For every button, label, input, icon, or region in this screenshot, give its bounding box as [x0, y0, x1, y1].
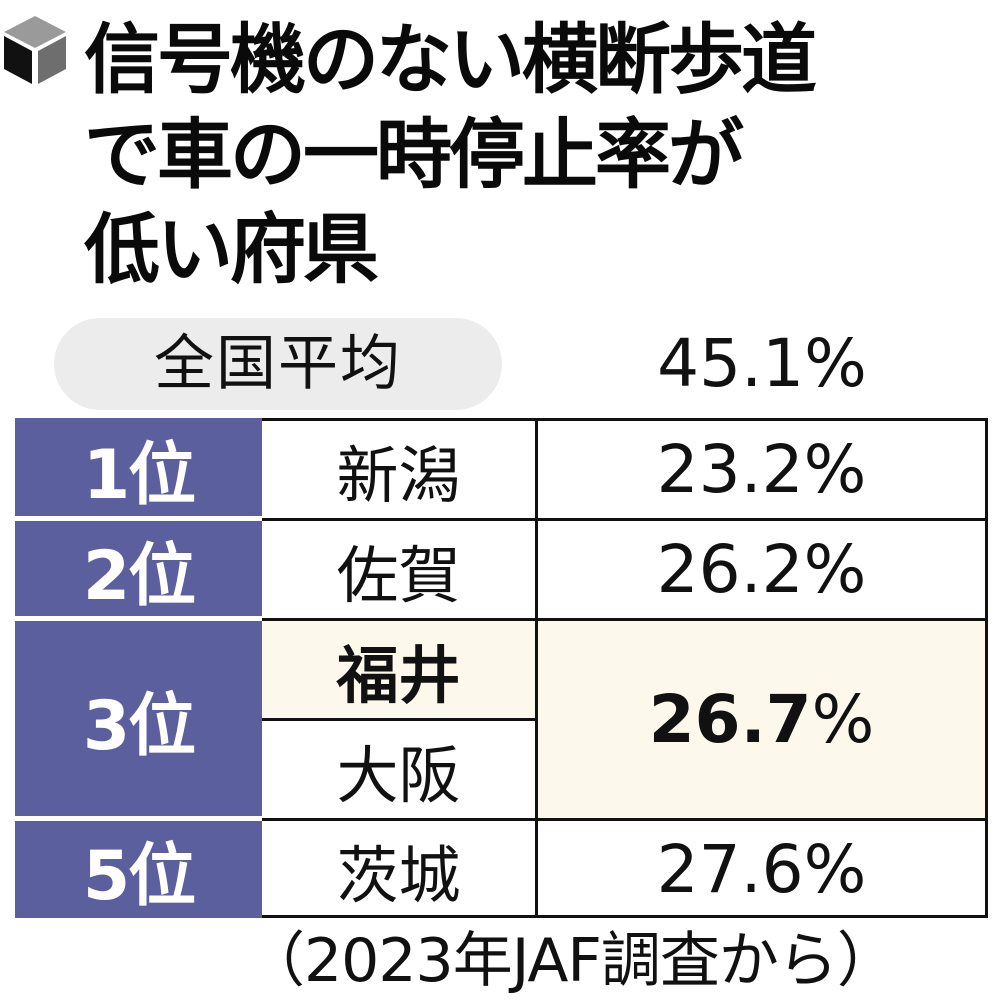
value-cell-5: 27.6%: [535, 818, 988, 918]
rank-separator: [15, 516, 262, 521]
rank-cell-3: 3位: [15, 621, 262, 818]
rank-separator: [15, 816, 262, 821]
value-cell-2: 26.2%: [535, 518, 988, 618]
value-unit: %: [803, 531, 867, 608]
ranking-table: 1位 新潟 23.2% 2位 佐賀 26.2% 3位 福井 大阪 26.7% 5…: [15, 418, 988, 918]
rank-label: 2位: [82, 537, 196, 616]
value-number: 26.7: [648, 681, 812, 758]
source-note: （2023年JAF調査から）: [245, 926, 897, 996]
table-bottom-border: [262, 915, 988, 918]
value-cell-3: 26.7%: [535, 618, 988, 818]
prefecture-cell-fukui: 福井: [262, 618, 535, 718]
prefecture-name: 佐賀: [336, 538, 461, 612]
national-average-value: 45.1%: [657, 325, 867, 402]
title-line-1: 信号機のない横断歩道: [84, 15, 817, 104]
rank-cell-5: 5位: [15, 821, 262, 918]
prefecture-cell-osaka: 大阪: [262, 718, 535, 818]
value-cell-1: 23.2%: [535, 418, 988, 518]
rank-separator: [15, 616, 262, 621]
prefecture-cell-saga: 佐賀: [262, 518, 535, 618]
prefecture-cell-ibaraki: 茨城: [262, 818, 535, 918]
chart-title: 信号機のない横断歩道 で車の一時停止率が 低い府県: [84, 12, 994, 297]
rank-label: 1位: [82, 435, 196, 515]
title-line-2: で車の一時停止率が: [84, 110, 744, 199]
national-average-label: 全国平均: [154, 329, 402, 399]
national-average-pill: [54, 318, 502, 410]
prefecture-name: 新潟: [336, 438, 461, 512]
rank-label: 3位: [82, 687, 196, 766]
value-unit: %: [803, 431, 867, 508]
rank-label: 5位: [82, 837, 196, 916]
value-number: 23.2: [656, 431, 804, 508]
value-unit: %: [803, 831, 867, 908]
rank-cell-2: 2位: [15, 521, 262, 618]
prefecture-name: 福井: [336, 638, 461, 712]
cube-icon: [4, 16, 66, 84]
prefecture-name: 大阪: [336, 738, 461, 812]
value-number: 27.6: [656, 831, 804, 908]
value-number: 26.2: [656, 531, 804, 608]
prefecture-cell-niigata: 新潟: [262, 418, 535, 518]
rank-cell-1: 1位: [15, 418, 262, 518]
title-line-3: 低い府県: [84, 205, 379, 294]
value-unit: %: [811, 681, 875, 758]
prefecture-name: 茨城: [336, 838, 461, 912]
